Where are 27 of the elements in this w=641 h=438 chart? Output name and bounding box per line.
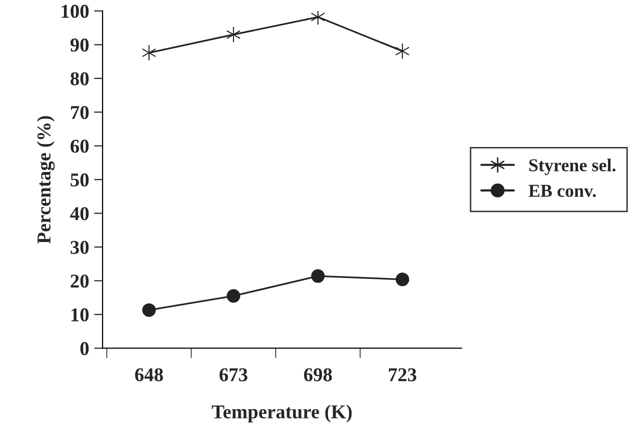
x-tick-label: 723 xyxy=(388,368,416,382)
y-tick-label: 60 xyxy=(70,140,89,153)
x-tick-label: 648 xyxy=(135,368,163,382)
y-tick-label: 90 xyxy=(70,38,89,52)
legend-label: Styrene sel. xyxy=(529,158,616,176)
y-tick-label: 80 xyxy=(70,72,89,86)
y-tick-label: 0 xyxy=(80,342,89,356)
y-tick-label: 30 xyxy=(70,240,89,254)
y-tick-label: 20 xyxy=(70,274,89,288)
point xyxy=(142,44,156,61)
y-tick-label: 100 xyxy=(62,4,89,18)
point xyxy=(226,26,241,43)
x-tick-label: 698 xyxy=(304,368,332,382)
point xyxy=(396,272,410,286)
point xyxy=(226,289,240,303)
x-tick-label: 673 xyxy=(220,368,248,382)
point xyxy=(142,303,156,317)
y-tick-label: 50 xyxy=(70,173,89,187)
y-tick-label: 70 xyxy=(71,106,89,120)
point xyxy=(311,269,325,283)
point xyxy=(310,10,326,26)
legend-label: EB conv. xyxy=(528,184,596,198)
y-tick-label: 40 xyxy=(70,207,89,220)
y-axis-title: Percentage (%) xyxy=(36,116,55,244)
y-tick-label: 10 xyxy=(71,308,89,322)
point xyxy=(395,42,410,60)
x-axis-title: Temperature (K) xyxy=(212,404,352,422)
